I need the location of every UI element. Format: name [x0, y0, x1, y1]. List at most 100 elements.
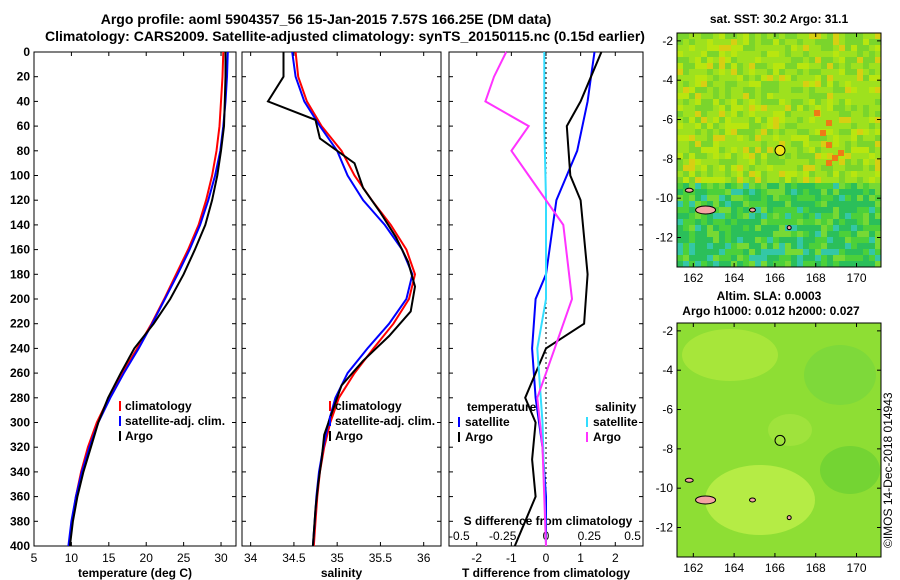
sst-cell: [701, 69, 707, 75]
sst-cell: [755, 81, 761, 87]
sst-cell: [683, 57, 689, 63]
island: [786, 225, 792, 231]
sst-cell: [785, 237, 791, 243]
sst-cell: [707, 249, 713, 255]
sst-cell: [779, 207, 785, 213]
sst-cell: [707, 135, 713, 141]
sst-cell: [851, 105, 857, 111]
sst-cell: [863, 45, 869, 51]
island: [786, 515, 792, 521]
sst-cell: [863, 147, 869, 153]
sst-cell: [689, 177, 695, 183]
x-tick-label: 2: [612, 551, 619, 565]
sst-cell: [839, 123, 845, 129]
sst-cell: [815, 141, 821, 147]
sst-cell: [773, 153, 779, 159]
sst-cell: [767, 123, 773, 129]
sst-cell: [809, 39, 815, 45]
sst-cell: [791, 57, 797, 63]
map-title: sat. SST: 30.2 Argo: 31.1: [710, 12, 849, 26]
sst-cell: [845, 183, 851, 189]
sst-cell: [785, 69, 791, 75]
sst-cell: [749, 129, 755, 135]
sst-cell: [779, 75, 785, 81]
sst-cell: [839, 261, 845, 267]
sst-cell: [713, 249, 719, 255]
sst-cell: [755, 141, 761, 147]
sst-cell: [821, 51, 827, 57]
sst-cell: [797, 177, 803, 183]
y-tick-label: 100: [10, 169, 30, 183]
sst-cell: [785, 201, 791, 207]
sst-cell: [839, 51, 845, 57]
sst-cell: [803, 177, 809, 183]
sst-cell: [791, 81, 797, 87]
sst-cell: [761, 69, 767, 75]
x-tick-label: -2: [471, 551, 482, 565]
sst-cell: [815, 93, 821, 99]
sst-cell: [815, 45, 821, 51]
sst-cell: [851, 141, 857, 147]
sst-cell: [761, 207, 767, 213]
map-y-tick-label: -12: [656, 231, 674, 245]
sst-cell: [833, 141, 839, 147]
sst-cell: [761, 45, 767, 51]
sst-cell: [701, 231, 707, 237]
sst-cell: [845, 135, 851, 141]
sst-cell: [857, 33, 863, 39]
sst-cell: [737, 57, 743, 63]
sst-cell: [809, 195, 815, 201]
sst-cell: [827, 135, 833, 141]
sst-cell: [773, 75, 779, 81]
sst-cell: [803, 99, 809, 105]
sst-cell: [755, 177, 761, 183]
sst-cell: [809, 261, 815, 267]
sst-cell: [869, 63, 875, 69]
sst-cell: [845, 243, 851, 249]
map-x-tick-label: 162: [683, 271, 703, 285]
sst-cell: [821, 147, 827, 153]
sst-cell: [737, 159, 743, 165]
y-tick-label: 360: [10, 490, 30, 504]
sst-cell: [731, 39, 737, 45]
sst-cell: [725, 195, 731, 201]
sst-cell: [779, 225, 785, 231]
sst-cell: [707, 255, 713, 261]
sst-cell: [821, 231, 827, 237]
sst-cell: [689, 225, 695, 231]
sst-cell: [719, 93, 725, 99]
sst-cell: [833, 69, 839, 75]
sst-cell: [857, 105, 863, 111]
sst-cell: [779, 177, 785, 183]
sst-cell: [845, 99, 851, 105]
sst-cell: [851, 87, 857, 93]
sst-cell: [719, 237, 725, 243]
sst-cell: [689, 129, 695, 135]
sst-cell: [863, 63, 869, 69]
sst-cell: [809, 165, 815, 171]
sst-cell: [743, 39, 749, 45]
sst-cell: [791, 51, 797, 57]
sst-cell: [707, 261, 713, 267]
sst-cell: [797, 153, 803, 159]
sst-cell: [689, 147, 695, 153]
sst-cell: [749, 51, 755, 57]
sst-warm-cell: [820, 130, 826, 136]
sst-cell: [785, 63, 791, 69]
sst-cell: [701, 93, 707, 99]
sst-cell: [791, 105, 797, 111]
sst-cell: [743, 255, 749, 261]
sst-cell: [791, 39, 797, 45]
sst-cell: [731, 219, 737, 225]
sst-cell: [779, 255, 785, 261]
sst-cell: [689, 213, 695, 219]
sst-cell: [755, 105, 761, 111]
sst-cell: [875, 207, 881, 213]
sst-cell: [713, 93, 719, 99]
sst-cell: [755, 195, 761, 201]
sst-cell: [779, 237, 785, 243]
sst-cell: [731, 147, 737, 153]
sst-cell: [809, 201, 815, 207]
sst-cell: [797, 207, 803, 213]
sst-cell: [719, 147, 725, 153]
